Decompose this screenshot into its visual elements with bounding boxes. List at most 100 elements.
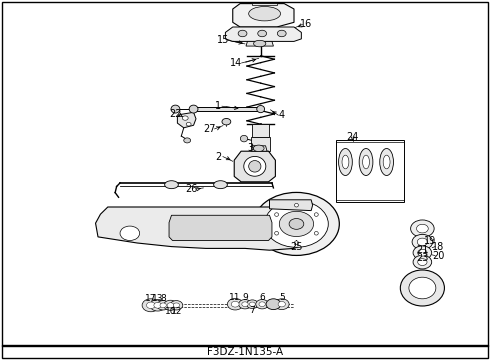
Ellipse shape [339, 148, 352, 175]
Text: 17: 17 [145, 294, 157, 303]
Polygon shape [194, 107, 261, 111]
Ellipse shape [413, 246, 432, 260]
Text: 12: 12 [171, 307, 182, 316]
Text: 22: 22 [169, 109, 182, 120]
Ellipse shape [417, 249, 427, 256]
Ellipse shape [400, 270, 444, 306]
Text: 25: 25 [290, 242, 303, 252]
Ellipse shape [248, 6, 280, 21]
Ellipse shape [249, 302, 255, 306]
Text: F3DZ-1N135-A: F3DZ-1N135-A [207, 347, 283, 357]
Text: 5: 5 [279, 293, 285, 302]
Text: 14: 14 [230, 58, 242, 68]
Ellipse shape [142, 299, 160, 312]
Ellipse shape [171, 105, 180, 113]
Ellipse shape [240, 135, 248, 142]
Text: 27: 27 [203, 124, 216, 134]
Ellipse shape [189, 105, 198, 113]
Ellipse shape [417, 258, 427, 266]
Ellipse shape [279, 211, 314, 237]
Ellipse shape [244, 156, 266, 176]
Text: 23: 23 [416, 253, 429, 264]
Bar [336, 140, 404, 202]
Ellipse shape [164, 300, 177, 310]
Text: 26: 26 [185, 184, 197, 194]
Ellipse shape [242, 302, 248, 306]
Ellipse shape [165, 181, 178, 189]
Ellipse shape [120, 226, 140, 240]
Text: 16: 16 [300, 19, 313, 30]
Ellipse shape [294, 203, 298, 207]
Ellipse shape [412, 234, 433, 249]
Ellipse shape [265, 201, 328, 247]
Polygon shape [96, 207, 318, 250]
Polygon shape [252, 3, 277, 5]
Ellipse shape [274, 299, 289, 310]
Text: 9: 9 [242, 293, 248, 302]
Text: 19: 19 [424, 236, 436, 246]
Polygon shape [270, 200, 313, 211]
Text: 24: 24 [346, 132, 359, 142]
Ellipse shape [214, 181, 227, 189]
Polygon shape [233, 4, 294, 27]
Ellipse shape [249, 161, 261, 172]
Polygon shape [252, 124, 269, 137]
Ellipse shape [150, 300, 166, 311]
Ellipse shape [258, 30, 267, 37]
Ellipse shape [254, 40, 266, 47]
Ellipse shape [157, 301, 170, 310]
Ellipse shape [222, 118, 231, 125]
Ellipse shape [413, 255, 432, 269]
Text: 2: 2 [215, 152, 221, 162]
Ellipse shape [170, 301, 183, 310]
Polygon shape [234, 151, 275, 182]
Ellipse shape [416, 224, 428, 233]
Ellipse shape [256, 300, 269, 309]
Text: 3: 3 [247, 143, 253, 153]
Polygon shape [169, 215, 272, 240]
Polygon shape [225, 27, 301, 41]
Bar [2, 345, 488, 358]
Ellipse shape [274, 213, 278, 216]
Ellipse shape [173, 303, 180, 307]
Polygon shape [246, 41, 273, 46]
Ellipse shape [278, 301, 285, 307]
Text: 8: 8 [160, 294, 166, 303]
Ellipse shape [409, 277, 436, 299]
Ellipse shape [182, 116, 188, 120]
Ellipse shape [254, 192, 339, 256]
Text: 20: 20 [432, 251, 445, 261]
Ellipse shape [186, 122, 191, 126]
Text: 18: 18 [433, 242, 445, 252]
Ellipse shape [184, 138, 191, 143]
Ellipse shape [274, 231, 278, 235]
Ellipse shape [266, 299, 281, 310]
Ellipse shape [253, 145, 264, 152]
Polygon shape [251, 146, 267, 151]
Ellipse shape [154, 302, 162, 308]
Ellipse shape [239, 300, 251, 309]
Ellipse shape [383, 155, 390, 169]
Ellipse shape [238, 30, 247, 37]
Text: 10: 10 [165, 307, 176, 316]
Text: 15: 15 [217, 35, 229, 45]
Ellipse shape [411, 220, 434, 237]
Ellipse shape [315, 231, 318, 235]
Ellipse shape [342, 155, 349, 169]
Ellipse shape [417, 238, 427, 246]
Text: 4: 4 [279, 110, 285, 120]
Ellipse shape [363, 155, 369, 169]
Ellipse shape [227, 298, 243, 310]
Ellipse shape [167, 303, 174, 308]
Text: 6: 6 [259, 293, 265, 302]
Ellipse shape [277, 30, 286, 37]
Ellipse shape [147, 302, 155, 309]
Ellipse shape [289, 219, 304, 229]
Ellipse shape [315, 213, 318, 216]
Ellipse shape [294, 241, 298, 244]
Ellipse shape [380, 148, 393, 175]
Text: 11: 11 [229, 293, 241, 302]
Text: 21: 21 [416, 245, 429, 255]
Ellipse shape [160, 303, 166, 307]
Text: 7: 7 [249, 306, 255, 315]
